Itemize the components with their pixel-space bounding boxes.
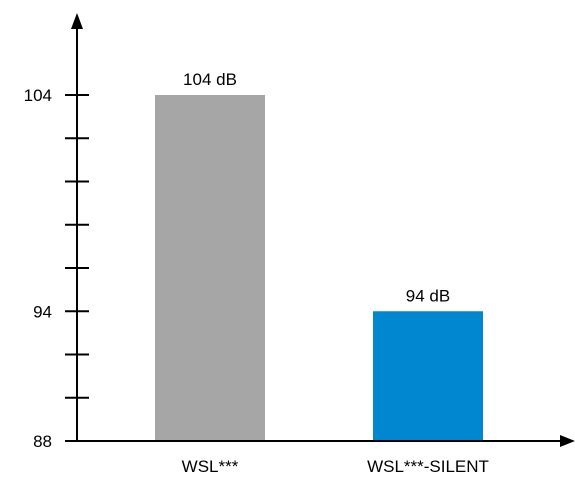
y-tick-label: 94: [33, 302, 52, 321]
axes: [65, 13, 575, 447]
bar: [155, 95, 265, 440]
y-axis-arrow: [71, 13, 83, 29]
y-tick-label: 88: [33, 432, 52, 451]
labels: 104 94 88 104 dB WSL*** 94 dB WSL***-SILENT: [24, 70, 489, 476]
x-axis-arrow: [560, 435, 575, 447]
bar: [373, 311, 483, 440]
x-category-label: WSL***-SILENT: [367, 457, 489, 476]
x-category-label: WSL***: [182, 457, 239, 476]
y-tick-label: 104: [24, 86, 52, 105]
data-label: 94 dB: [406, 286, 450, 305]
data-label: 104 dB: [183, 70, 237, 89]
y-ticks: [65, 94, 89, 442]
bars: [155, 95, 483, 440]
